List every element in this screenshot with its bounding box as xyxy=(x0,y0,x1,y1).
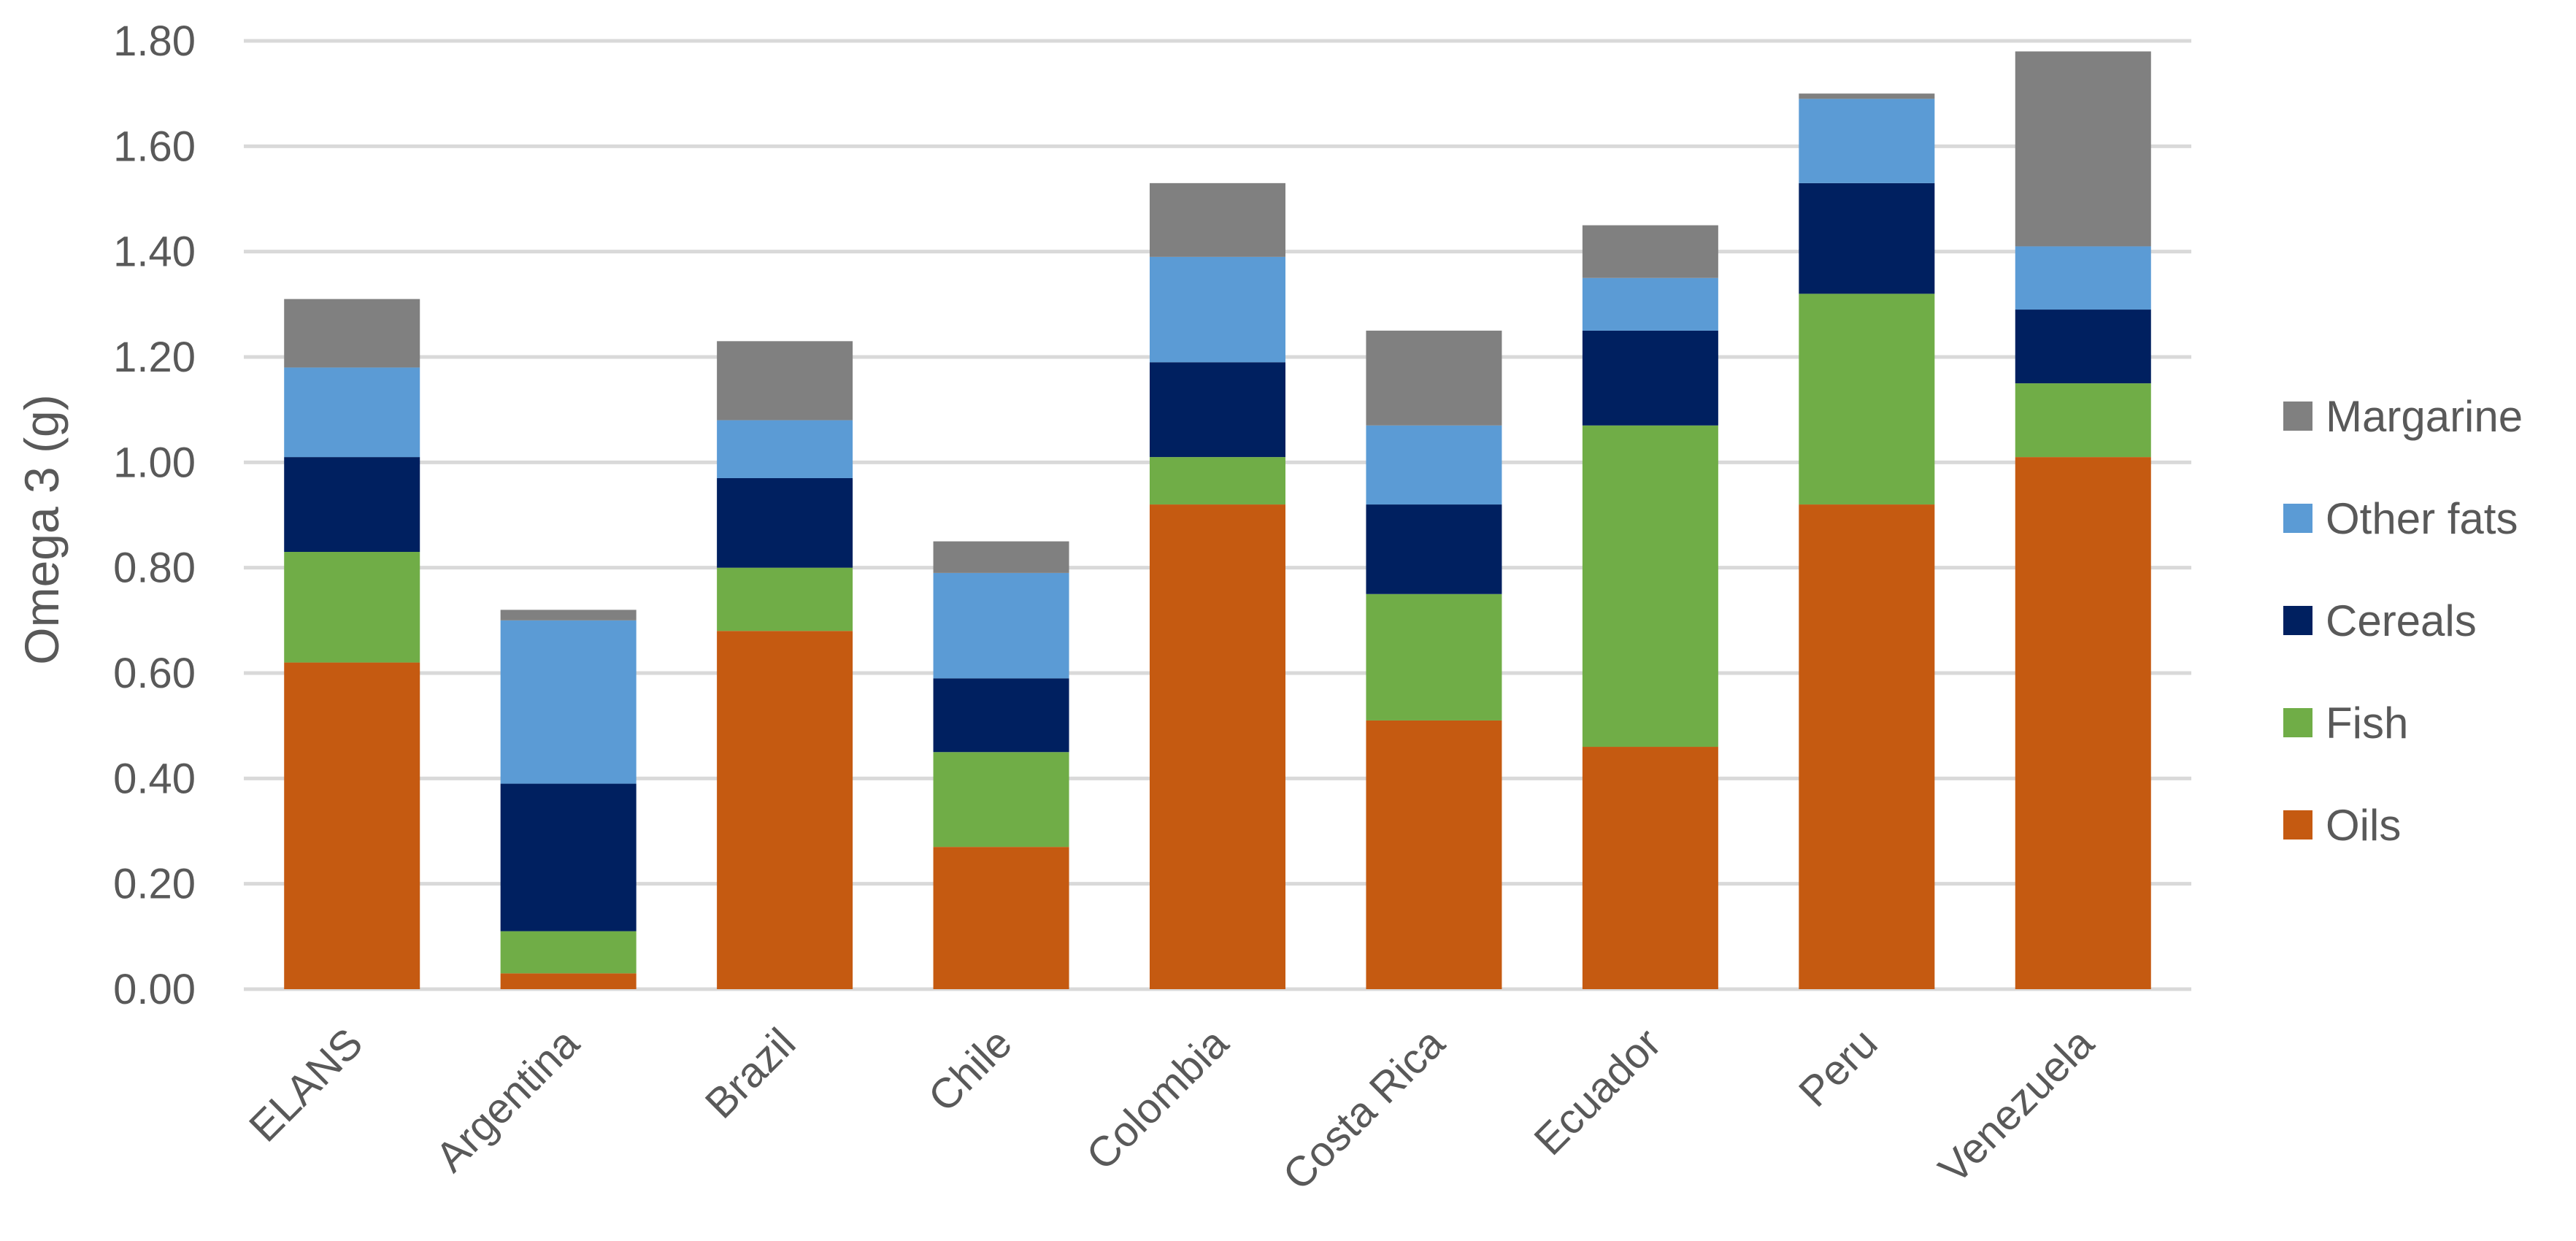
bar-segment-other-fats xyxy=(2015,246,2151,310)
bar-segment-other-fats xyxy=(933,572,1069,679)
bar-segment-oils xyxy=(284,662,420,989)
bar-segment-cereals xyxy=(1799,182,1935,294)
x-axis-categories: ELANS Argentina Brazil Chile Colombia Costa R… xyxy=(240,1019,2104,1199)
bar-stack-chile xyxy=(933,541,1069,989)
y-axis-ticks: 0.00 0.20 0.40 0.60 0.80 1.00 1.20 1.40 1.60 1.80 xyxy=(113,18,196,1013)
bar-segment-oils xyxy=(1150,504,1285,989)
bar-stack-costa-rica xyxy=(1366,330,1502,989)
x-category-label: Chile xyxy=(919,1019,1020,1121)
bar-segment-cereals xyxy=(2015,310,2151,384)
bar-segment-fish xyxy=(1582,425,1718,748)
bar-segment-cereals xyxy=(500,783,637,931)
bar-segment-fish xyxy=(717,567,853,631)
bar-segment-cereals xyxy=(717,477,853,568)
bar-segment-margarine xyxy=(500,610,637,620)
bar-stack-ecuador xyxy=(1582,225,1718,989)
bar-segment-cereals xyxy=(284,457,420,553)
legend-label: Margarine xyxy=(2326,392,2523,441)
y-tick-label: 1.80 xyxy=(113,18,196,65)
x-category-label: Colombia xyxy=(1077,1019,1238,1180)
legend-item-cereals: Cereals xyxy=(2283,596,2477,645)
bar-segment-other-fats xyxy=(717,420,853,478)
x-category-label: Brazil xyxy=(696,1019,805,1128)
bar-stack-peru xyxy=(1799,93,1935,989)
bar-stack-colombia xyxy=(1150,182,1285,989)
bar-segment-oils xyxy=(1582,747,1718,989)
bar-segment-margarine xyxy=(717,341,853,420)
x-category-label: Argentina xyxy=(426,1019,588,1181)
y-tick-label: 0.60 xyxy=(113,650,196,697)
bar-stack-brazil xyxy=(717,341,853,989)
legend-label: Other fats xyxy=(2326,494,2518,543)
bar-stack-argentina xyxy=(500,610,637,989)
bar-segment-oils xyxy=(1799,504,1935,989)
bar-segment-fish xyxy=(1366,593,1502,721)
y-tick-label: 1.00 xyxy=(113,439,196,486)
x-category-label: Costa Rica xyxy=(1274,1019,1454,1199)
legend-item-oils: Oils xyxy=(2283,801,2401,850)
bar-segment-oils xyxy=(1366,720,1502,989)
bar-segment-margarine xyxy=(2015,51,2151,247)
legend-swatch xyxy=(2283,504,2312,533)
bar-segment-margarine xyxy=(933,541,1069,573)
y-axis-title: Omega 3 (g) xyxy=(15,394,69,664)
bar-segment-fish xyxy=(1799,293,1935,505)
y-tick-label: 0.00 xyxy=(113,966,196,1013)
x-category-label: Venezuela xyxy=(1929,1019,2103,1193)
y-tick-label: 0.20 xyxy=(113,861,196,908)
bar-segment-margarine xyxy=(1150,182,1285,257)
bar-segment-other-fats xyxy=(1799,99,1935,183)
bar-segment-cereals xyxy=(1150,362,1285,458)
legend-swatch xyxy=(2283,708,2312,737)
bar-segment-oils xyxy=(933,847,1069,989)
legend-item-margarine: Margarine xyxy=(2283,392,2523,441)
legend-swatch xyxy=(2283,810,2312,840)
legend-label: Cereals xyxy=(2326,596,2477,645)
bar-segment-other-fats xyxy=(500,620,637,784)
y-tick-label: 0.40 xyxy=(113,755,196,802)
bar-segment-margarine xyxy=(1582,225,1718,278)
bar-segment-margarine xyxy=(284,299,420,368)
bar-segment-other-fats xyxy=(284,367,420,458)
x-category-label: Peru xyxy=(1790,1019,1887,1116)
bar-segment-oils xyxy=(717,631,853,989)
legend-item-fish: Fish xyxy=(2283,699,2408,748)
bar-segment-cereals xyxy=(1366,504,1502,594)
bar-stack-elans xyxy=(284,299,420,989)
legend-label: Oils xyxy=(2326,801,2401,850)
bars xyxy=(284,51,2151,989)
bar-segment-cereals xyxy=(1582,330,1718,426)
y-tick-label: 1.40 xyxy=(113,228,196,276)
bar-segment-oils xyxy=(2015,457,2151,989)
bar-segment-fish xyxy=(933,752,1069,848)
bar-segment-margarine xyxy=(1799,93,1935,99)
bar-stack-venezuela xyxy=(2015,51,2151,989)
bar-segment-other-fats xyxy=(1150,256,1285,363)
legend-swatch xyxy=(2283,606,2312,635)
bar-segment-margarine xyxy=(1366,330,1502,426)
bar-segment-fish xyxy=(284,552,420,663)
legend-label: Fish xyxy=(2326,699,2408,748)
y-tick-label: 1.60 xyxy=(113,123,196,170)
y-tick-label: 0.80 xyxy=(113,545,196,592)
legend-swatch xyxy=(2283,402,2312,431)
x-category-label: Ecuador xyxy=(1525,1019,1670,1164)
bar-segment-fish xyxy=(2015,383,2151,458)
legend: Margarine Other fats Cereals Fish Oils xyxy=(2283,392,2523,850)
bar-segment-cereals xyxy=(933,678,1069,753)
bar-segment-oils xyxy=(500,973,637,989)
bar-segment-other-fats xyxy=(1582,277,1718,331)
bar-segment-fish xyxy=(1150,457,1285,505)
bar-segment-fish xyxy=(500,931,637,974)
legend-item-other-fats: Other fats xyxy=(2283,494,2518,543)
y-tick-label: 1.20 xyxy=(113,334,196,381)
bar-segment-other-fats xyxy=(1366,425,1502,505)
x-category-label: ELANS xyxy=(240,1019,372,1150)
